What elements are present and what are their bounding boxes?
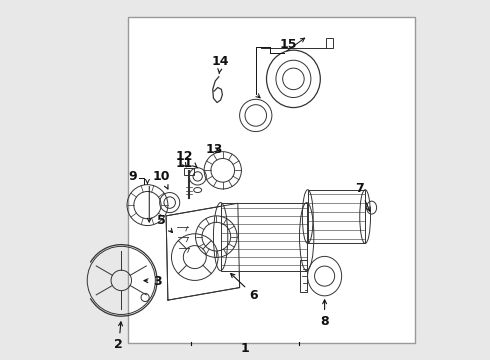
Text: 7: 7 [355,183,370,211]
Bar [184,168,194,175]
Text: 6: 6 [231,274,258,302]
Text: 3: 3 [144,275,161,288]
Text: 15: 15 [279,38,297,51]
Polygon shape [220,203,307,271]
Text: 12: 12 [176,150,197,168]
Bar [299,260,307,292]
Polygon shape [308,190,365,243]
Text: 5: 5 [157,214,172,233]
Text: 14: 14 [212,55,229,74]
Polygon shape [166,203,240,300]
Text: 8: 8 [320,300,329,328]
Text: 9: 9 [128,170,137,183]
Bar [128,17,416,343]
Text: 11: 11 [175,157,193,170]
Text: 1: 1 [241,342,249,355]
Text: 13: 13 [205,143,222,156]
Polygon shape [261,38,333,48]
Text: 10: 10 [153,170,171,189]
Text: 2: 2 [114,322,123,351]
